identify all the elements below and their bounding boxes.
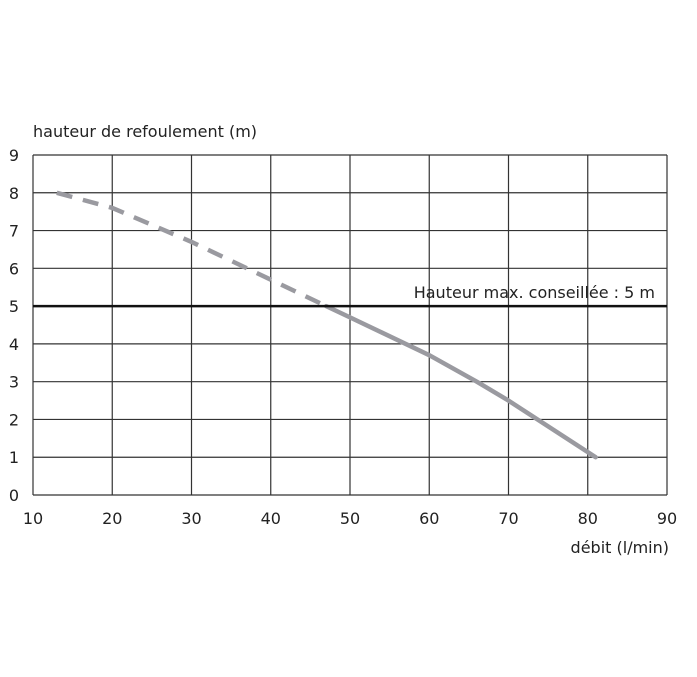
max-height-annotation: Hauteur max. conseillée : 5 m bbox=[414, 283, 655, 302]
x-tick-label: 80 bbox=[578, 509, 598, 528]
y-tick-label: 3 bbox=[9, 373, 19, 392]
x-tick-label: 40 bbox=[261, 509, 281, 528]
y-axis-title: hauteur de refoulement (m) bbox=[33, 122, 257, 141]
y-tick-labels: 0 1 2 3 4 5 6 7 8 9 bbox=[9, 146, 19, 505]
y-tick-label: 8 bbox=[9, 184, 19, 203]
y-tick-label: 1 bbox=[9, 448, 19, 467]
x-tick-label: 50 bbox=[340, 509, 360, 528]
y-tick-label: 9 bbox=[9, 146, 19, 165]
horizontal-gridlines bbox=[33, 154, 667, 496]
vertical-gridlines bbox=[32, 155, 668, 495]
x-tick-label: 30 bbox=[181, 509, 201, 528]
dashed-curve-segment bbox=[56, 190, 328, 309]
x-tick-label: 70 bbox=[498, 509, 518, 528]
y-tick-label: 6 bbox=[9, 259, 19, 278]
y-tick-label: 2 bbox=[9, 410, 19, 429]
y-tick-label: 5 bbox=[9, 297, 19, 316]
x-tick-label: 90 bbox=[657, 509, 677, 528]
x-tick-labels: 10 20 30 40 50 60 70 80 90 bbox=[23, 509, 677, 528]
y-tick-label: 7 bbox=[9, 222, 19, 241]
series-lines bbox=[56, 190, 598, 460]
x-tick-label: 20 bbox=[102, 509, 122, 528]
y-tick-label: 4 bbox=[9, 335, 19, 354]
x-tick-label: 60 bbox=[419, 509, 439, 528]
x-tick-label: 10 bbox=[23, 509, 43, 528]
y-tick-label: 0 bbox=[9, 486, 19, 505]
x-axis-title: débit (l/min) bbox=[571, 538, 669, 557]
solid-curve-segment bbox=[323, 303, 598, 460]
